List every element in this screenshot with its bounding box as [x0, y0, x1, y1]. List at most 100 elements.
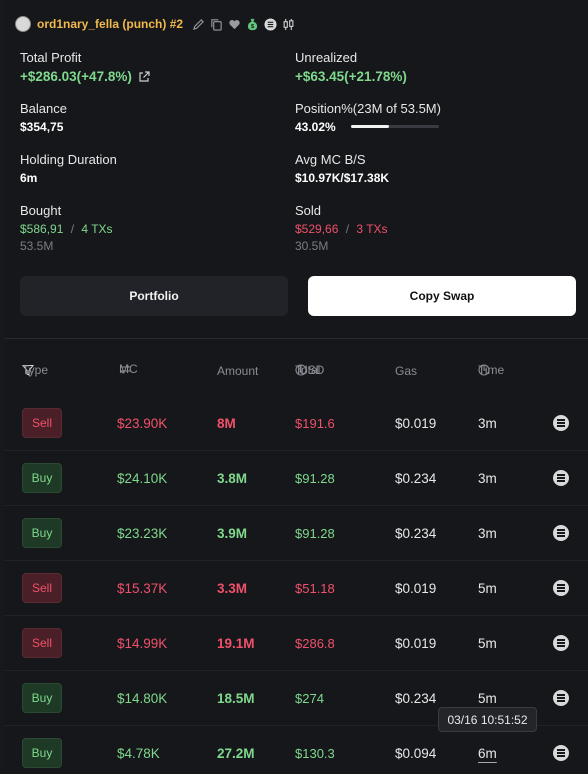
position-stat: Position%(23M of 53.5M) 43.02%: [295, 101, 441, 134]
total-value: $130.3: [295, 745, 335, 761]
balance-label: Balance: [20, 101, 67, 116]
amount-value: 19.1M: [217, 635, 255, 651]
time-value[interactable]: 5m: [478, 690, 497, 706]
time-value[interactable]: 6m: [478, 745, 497, 761]
copy-swap-button[interactable]: Copy Swap: [308, 276, 576, 316]
type-cell: Sell: [22, 561, 62, 615]
mc-header[interactable]: MC: [119, 362, 138, 376]
table-row[interactable]: Buy $24.10K 3.8M $91.28 $0.234 3m: [5, 451, 588, 506]
table-row[interactable]: Sell $23.90K 8M $191.6 $0.019 3m: [5, 396, 588, 451]
sold-amount: 30.5M: [295, 239, 329, 253]
time-header-label: Time: [478, 363, 505, 377]
money-bag-icon[interactable]: $: [245, 17, 259, 31]
unrealized-stat: Unrealized +$63.45(+21.78%): [295, 50, 407, 84]
gas-cell: $0.019: [395, 561, 436, 615]
type-badge[interactable]: Buy: [22, 738, 62, 768]
table-row[interactable]: Buy $4.78K 27.2M $130.3 $0.094 6m: [5, 726, 588, 774]
type-cell: Buy: [22, 671, 62, 725]
row-action-cell: [553, 396, 569, 450]
type-badge[interactable]: Buy: [22, 463, 62, 493]
mc-cell: $24.10K: [117, 451, 167, 505]
mc-value: $15.37K: [117, 580, 168, 596]
filter-icon[interactable]: [22, 364, 34, 376]
type-badge[interactable]: Sell: [22, 573, 62, 603]
avg-mc-stat: Avg MC B/S $10.97K/$17.38K: [295, 152, 389, 185]
total-cell: $130.3: [295, 726, 335, 774]
svg-text:$: $: [299, 368, 303, 375]
time-value[interactable]: 3m: [478, 470, 497, 486]
row-action-cell: [553, 616, 569, 670]
type-header[interactable]: Type: [22, 363, 48, 377]
time-tooltip: 03/16 10:51:52: [438, 707, 537, 732]
mc-header-label: MC: [119, 362, 138, 376]
amount-cell: 3.3M: [217, 561, 247, 615]
unrealized-label: Unrealized: [295, 50, 358, 65]
mc-cell: $23.23K: [117, 506, 167, 560]
position-progress-bar: [351, 125, 440, 129]
amount-header: Amount: [217, 364, 259, 378]
type-badge[interactable]: Buy: [22, 518, 62, 548]
time-value[interactable]: 5m: [478, 635, 497, 651]
gas-value: $0.234: [395, 690, 437, 706]
gas-cell: $0.234: [395, 451, 436, 505]
usd-toggle[interactable]: USD: [299, 363, 325, 377]
mc-cell: $15.37K: [117, 561, 167, 615]
time-value[interactable]: 5m: [478, 580, 497, 596]
type-badge[interactable]: Sell: [22, 408, 62, 438]
left-edge-strip: [0, 0, 5, 774]
solana-icon[interactable]: [553, 525, 569, 541]
sold-separator: /: [345, 222, 350, 236]
table-row[interactable]: Sell $15.37K 3.3M $51.18 $0.019 5m: [5, 561, 588, 616]
balance-stat: Balance $354,75: [20, 101, 67, 134]
swap-arrows-icon[interactable]: [119, 364, 131, 374]
bought-usd: $586,91: [20, 222, 64, 236]
amount-cell: 8M: [217, 396, 236, 450]
amount-value: 8M: [217, 415, 236, 431]
solana-icon[interactable]: [553, 470, 569, 486]
total-cell: $286.8: [295, 616, 335, 670]
clock-icon[interactable]: [478, 364, 490, 376]
table-row[interactable]: Sell $14.99K 19.1M $286.8 $0.019 5m: [5, 616, 588, 671]
mc-value: $14.99K: [117, 635, 168, 651]
solana-icon[interactable]: [553, 745, 569, 761]
gas-cell: $0.234: [395, 506, 436, 560]
holding-duration-label: Holding Duration: [20, 152, 117, 167]
total-value: $91.28: [295, 525, 335, 541]
avg-mc-label: Avg MC B/S: [295, 152, 366, 167]
amount-value: 3.8M: [217, 470, 248, 486]
external-link-icon[interactable]: [138, 70, 150, 83]
solana-icon[interactable]: [553, 690, 569, 706]
gas-value: $0.019: [395, 580, 437, 596]
mc-value: $23.90K: [117, 415, 168, 431]
candlestick-icon[interactable]: [281, 17, 295, 31]
solana-icon[interactable]: [553, 415, 569, 431]
solana-icon[interactable]: [553, 580, 569, 596]
time-value[interactable]: 3m: [478, 415, 497, 431]
time-header[interactable]: Time: [478, 363, 504, 377]
table-row[interactable]: Buy $23.23K 3.9M $91.28 $0.234 3m: [5, 506, 588, 561]
solana-icon[interactable]: [553, 635, 569, 651]
type-badge[interactable]: Sell: [22, 628, 62, 658]
time-cell: 3m: [478, 451, 497, 505]
portfolio-button[interactable]: Portfolio: [20, 276, 288, 316]
bought-amount: 53.5M: [20, 239, 54, 253]
total-cell: $191.6: [295, 396, 335, 450]
gas-value: $0.234: [395, 470, 437, 486]
unrealized-value: +$63.45(+21.78%): [295, 69, 407, 84]
wallet-name[interactable]: ord1nary_fella (punch) #2: [37, 17, 184, 31]
table-row[interactable]: Buy $14.80K 18.5M $274 $0.234 5m: [5, 671, 588, 726]
currency-icon[interactable]: $: [295, 364, 307, 376]
type-badge[interactable]: Buy: [22, 683, 62, 713]
wallet-header: ord1nary_fella (punch) #2 $: [15, 14, 295, 34]
copy-icon[interactable]: [209, 17, 223, 31]
row-action-cell: [553, 506, 569, 560]
sold-stat: Sold $529,66 / 3 TXs 30.5M: [295, 203, 388, 253]
time-value[interactable]: 3m: [478, 525, 497, 541]
type-header-label: Type: [22, 363, 49, 377]
amount-cell: 3.8M: [217, 451, 247, 505]
total-value: $91.28: [295, 470, 335, 486]
avatar[interactable]: [15, 16, 31, 32]
heart-icon[interactable]: [227, 17, 241, 31]
edit-icon[interactable]: [191, 17, 205, 31]
solana-icon[interactable]: [263, 17, 277, 31]
